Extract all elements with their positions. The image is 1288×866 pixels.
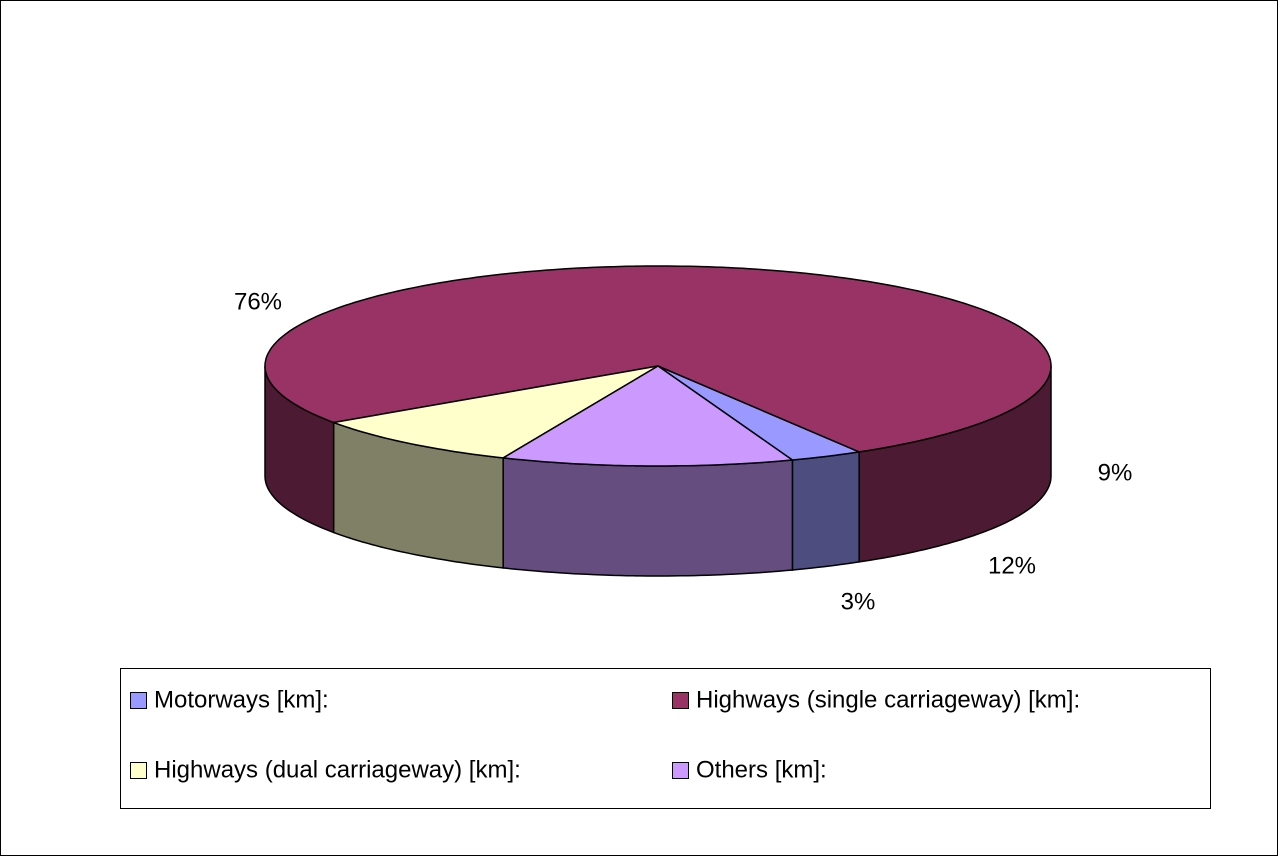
legend-label: Motorways [km]:	[154, 686, 329, 713]
pie-slice	[330, 365, 659, 459]
data-label: 76%	[234, 288, 282, 315]
pie-slice	[500, 365, 795, 467]
pie-slice	[657, 365, 862, 461]
legend-label: Highways (dual carriageway) [km]:	[154, 756, 521, 783]
legend-box	[120, 668, 1211, 809]
legend-swatch	[130, 692, 147, 709]
legend-swatch	[130, 762, 147, 779]
legend-label: Highways (single carriageway) [km]:	[696, 686, 1080, 713]
data-label: 3%	[841, 588, 876, 615]
pie-side	[502, 457, 794, 577]
legend-swatch	[672, 762, 689, 779]
legend-label: Others [km]:	[696, 756, 827, 783]
legend-swatch	[672, 692, 689, 709]
pie-slice	[264, 265, 1052, 453]
data-label: 12%	[988, 552, 1036, 579]
data-label: 9%	[1098, 459, 1133, 486]
pie-side	[791, 451, 860, 571]
